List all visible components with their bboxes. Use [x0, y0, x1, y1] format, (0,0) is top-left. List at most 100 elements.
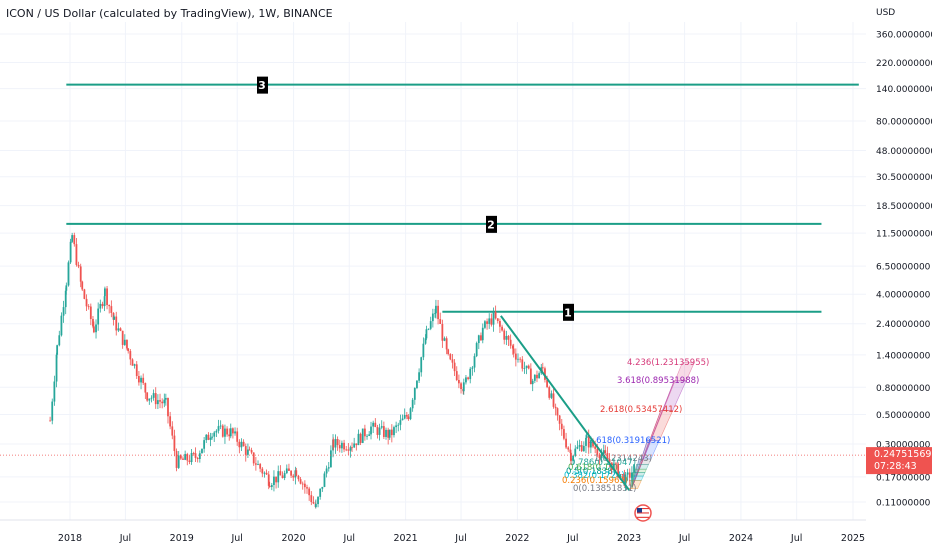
- time-tick-label: Jul: [790, 533, 802, 544]
- candle-body: [604, 450, 607, 454]
- price-tick-label: 2.40000000: [876, 320, 931, 330]
- candle-body: [501, 326, 503, 331]
- candle-body: [240, 441, 243, 448]
- us-flag-stripe: [637, 512, 649, 514]
- candle-body: [95, 324, 97, 333]
- candle-body: [205, 434, 208, 441]
- candle-body: [434, 313, 436, 315]
- candle-body: [283, 473, 286, 479]
- fib-level-label: 0.236(0.15969): [562, 476, 628, 486]
- candle-body: [602, 450, 605, 454]
- time-tick-label: 2018: [58, 533, 82, 544]
- fib-level-label: 1(0.2314243): [594, 454, 652, 464]
- candle-body: [387, 429, 390, 438]
- candle-body: [589, 440, 592, 448]
- candle-body: [140, 377, 142, 383]
- candle-body: [439, 319, 442, 324]
- candle-body: [455, 371, 458, 380]
- candle-body: [71, 235, 74, 242]
- candle-body: [619, 474, 622, 478]
- candle-body: [314, 504, 317, 507]
- trendline: [500, 315, 630, 491]
- candle-body: [156, 400, 159, 405]
- candle-body: [363, 428, 366, 437]
- candle-body: [323, 473, 326, 487]
- candle-body: [563, 429, 565, 439]
- price-tick-label: 0.30000000: [876, 440, 931, 450]
- time-tick-label: 2025: [841, 533, 865, 544]
- candle-body: [275, 476, 277, 483]
- candle-body: [397, 424, 400, 426]
- candle-body: [361, 428, 364, 443]
- candle-body: [631, 472, 633, 478]
- candle-body: [615, 463, 617, 465]
- candle-body: [465, 377, 467, 383]
- candle-body: [196, 457, 199, 459]
- candle-body: [171, 426, 174, 436]
- candle-body: [62, 307, 65, 316]
- candle-body: [550, 393, 553, 398]
- candle-body: [117, 328, 120, 331]
- current-price-tag: [866, 447, 932, 475]
- candle-body: [265, 472, 268, 475]
- candle-body: [355, 443, 358, 446]
- candle-body: [480, 335, 482, 341]
- candle-body: [65, 285, 68, 291]
- candle-body: [164, 397, 167, 400]
- candle-body: [347, 449, 350, 451]
- price-tick-label: 80.00000000: [876, 117, 932, 127]
- time-tick-label: Jul: [230, 533, 242, 544]
- candle-body: [519, 358, 522, 360]
- price-tick-label: 0.50000000: [876, 411, 931, 421]
- candle-body: [332, 439, 335, 448]
- candle-body: [179, 455, 182, 459]
- candle-body: [81, 281, 84, 290]
- candle-body: [376, 427, 379, 435]
- candle-body: [390, 429, 393, 436]
- candle-body: [552, 393, 555, 407]
- candle-body: [299, 479, 302, 484]
- candle-body: [60, 315, 63, 336]
- candle-body: [525, 365, 528, 368]
- candle-body: [437, 305, 439, 320]
- candle-body: [357, 433, 360, 446]
- candle-body: [445, 338, 448, 350]
- candle-body: [512, 348, 515, 354]
- candle-body: [626, 472, 629, 475]
- candle-body: [578, 445, 581, 447]
- candle-body: [152, 393, 155, 398]
- candle-body: [270, 485, 273, 488]
- candle-body: [131, 359, 134, 366]
- candle-body: [51, 401, 54, 421]
- price-tick-label: 4.00000000: [876, 291, 931, 301]
- price-tick-label: 360.00000000: [876, 31, 932, 41]
- candle-body: [401, 418, 404, 421]
- candle-body: [123, 339, 126, 345]
- candle-body: [499, 320, 501, 327]
- candle-body: [576, 446, 579, 449]
- time-tick-label: Jul: [343, 533, 355, 544]
- price-tick-label: 11.50000000: [876, 230, 932, 240]
- candle-body: [219, 425, 222, 427]
- candle-body: [514, 353, 517, 360]
- candle-body: [560, 423, 563, 430]
- candle-body: [112, 312, 115, 320]
- candle-body: [310, 495, 313, 503]
- candle-body: [137, 376, 140, 383]
- time-tick-label: 2020: [281, 533, 305, 544]
- candle-body: [127, 348, 130, 352]
- candle-body: [608, 459, 611, 463]
- candle-body: [633, 464, 635, 473]
- us-flag-canton: [637, 508, 642, 513]
- level-badge-label: 2: [487, 218, 495, 231]
- candle-body: [435, 305, 437, 314]
- candle-body: [236, 431, 239, 442]
- candle-body: [372, 422, 375, 427]
- time-tick-label: 2024: [729, 533, 753, 544]
- candle-body: [606, 453, 609, 460]
- candle-body: [146, 392, 149, 401]
- candle-body: [277, 471, 280, 483]
